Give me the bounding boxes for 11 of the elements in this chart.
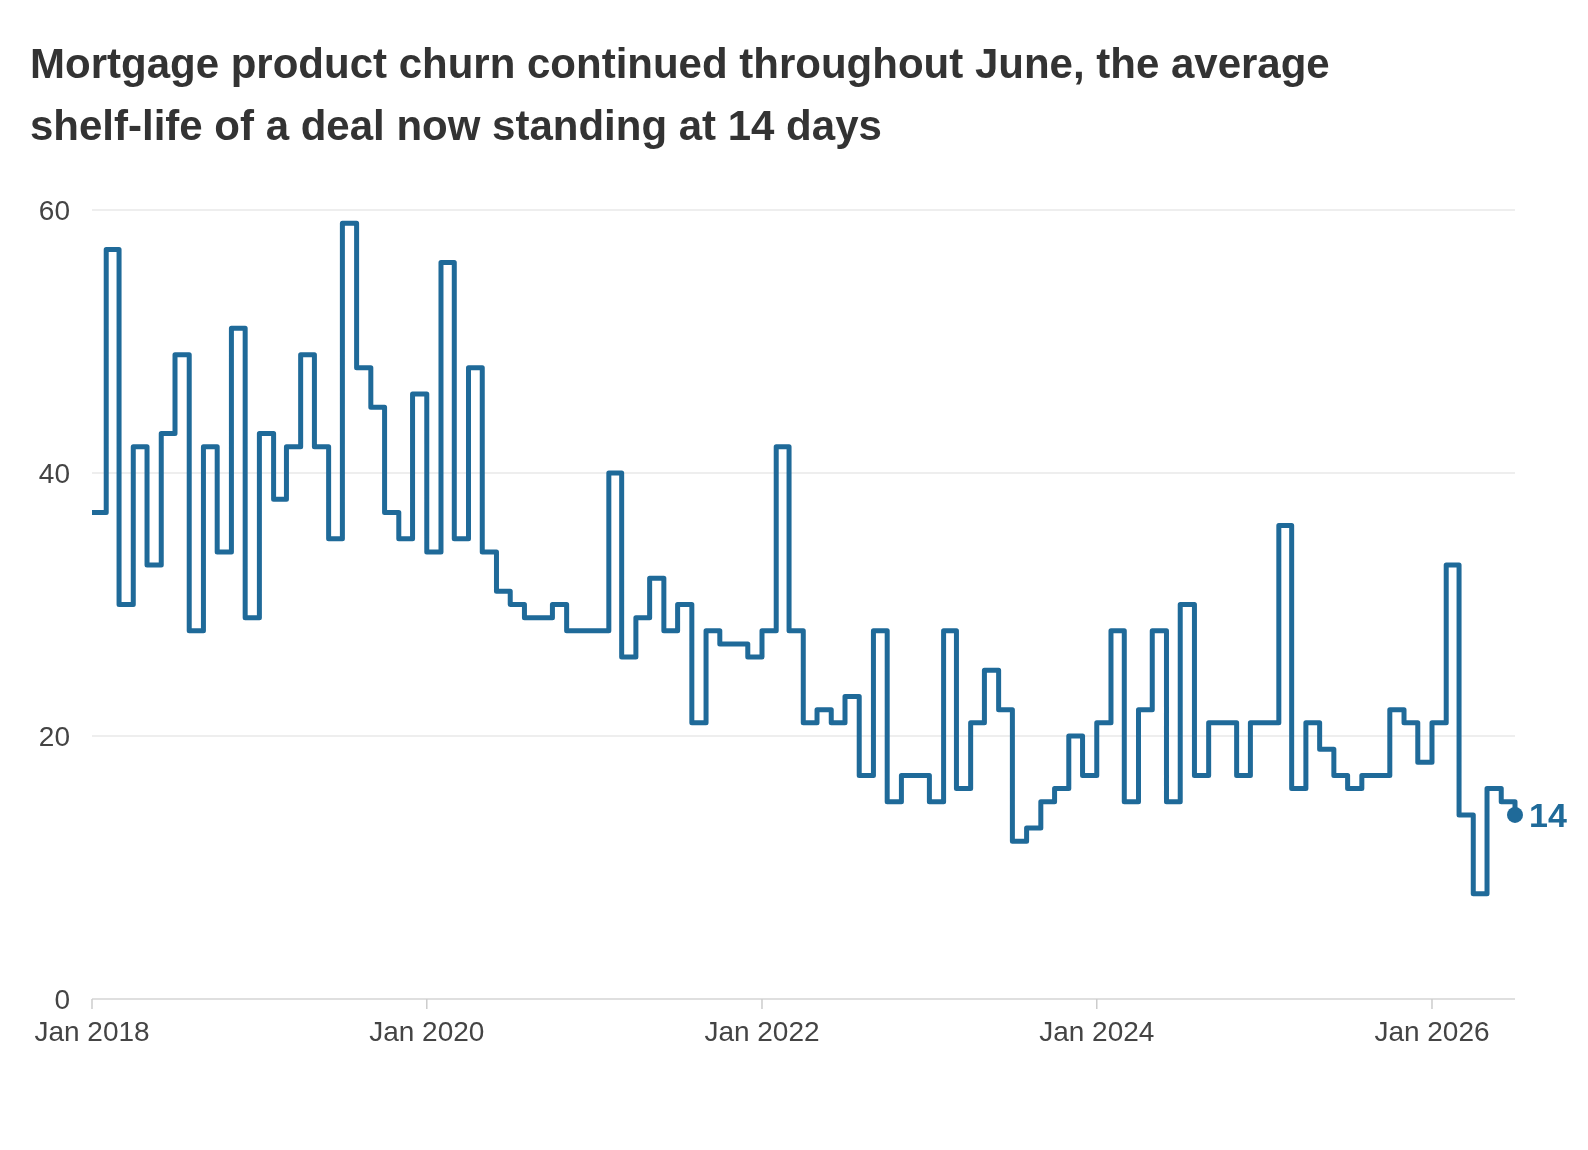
y-tick-label: 40 <box>38 457 70 489</box>
x-tick-label: Jan 2026 <box>1374 1016 1490 1047</box>
y-tick-label: 0 <box>54 983 70 1015</box>
x-tick-label: Jan 2018 <box>34 1016 150 1047</box>
y-tick-label: 20 <box>38 720 70 752</box>
x-tick-label: Jan 2020 <box>369 1016 485 1047</box>
data-label: 14 <box>1529 795 1567 834</box>
x-tick-label: Jan 2024 <box>1039 1016 1155 1047</box>
x-tick-label: Jan 2022 <box>704 1016 820 1047</box>
y-tick-label: 60 <box>38 194 70 226</box>
chart-title: Mortgage product churn continued throughout June, the average shelf-life of a deal now standing at 14 days <box>30 40 1330 149</box>
